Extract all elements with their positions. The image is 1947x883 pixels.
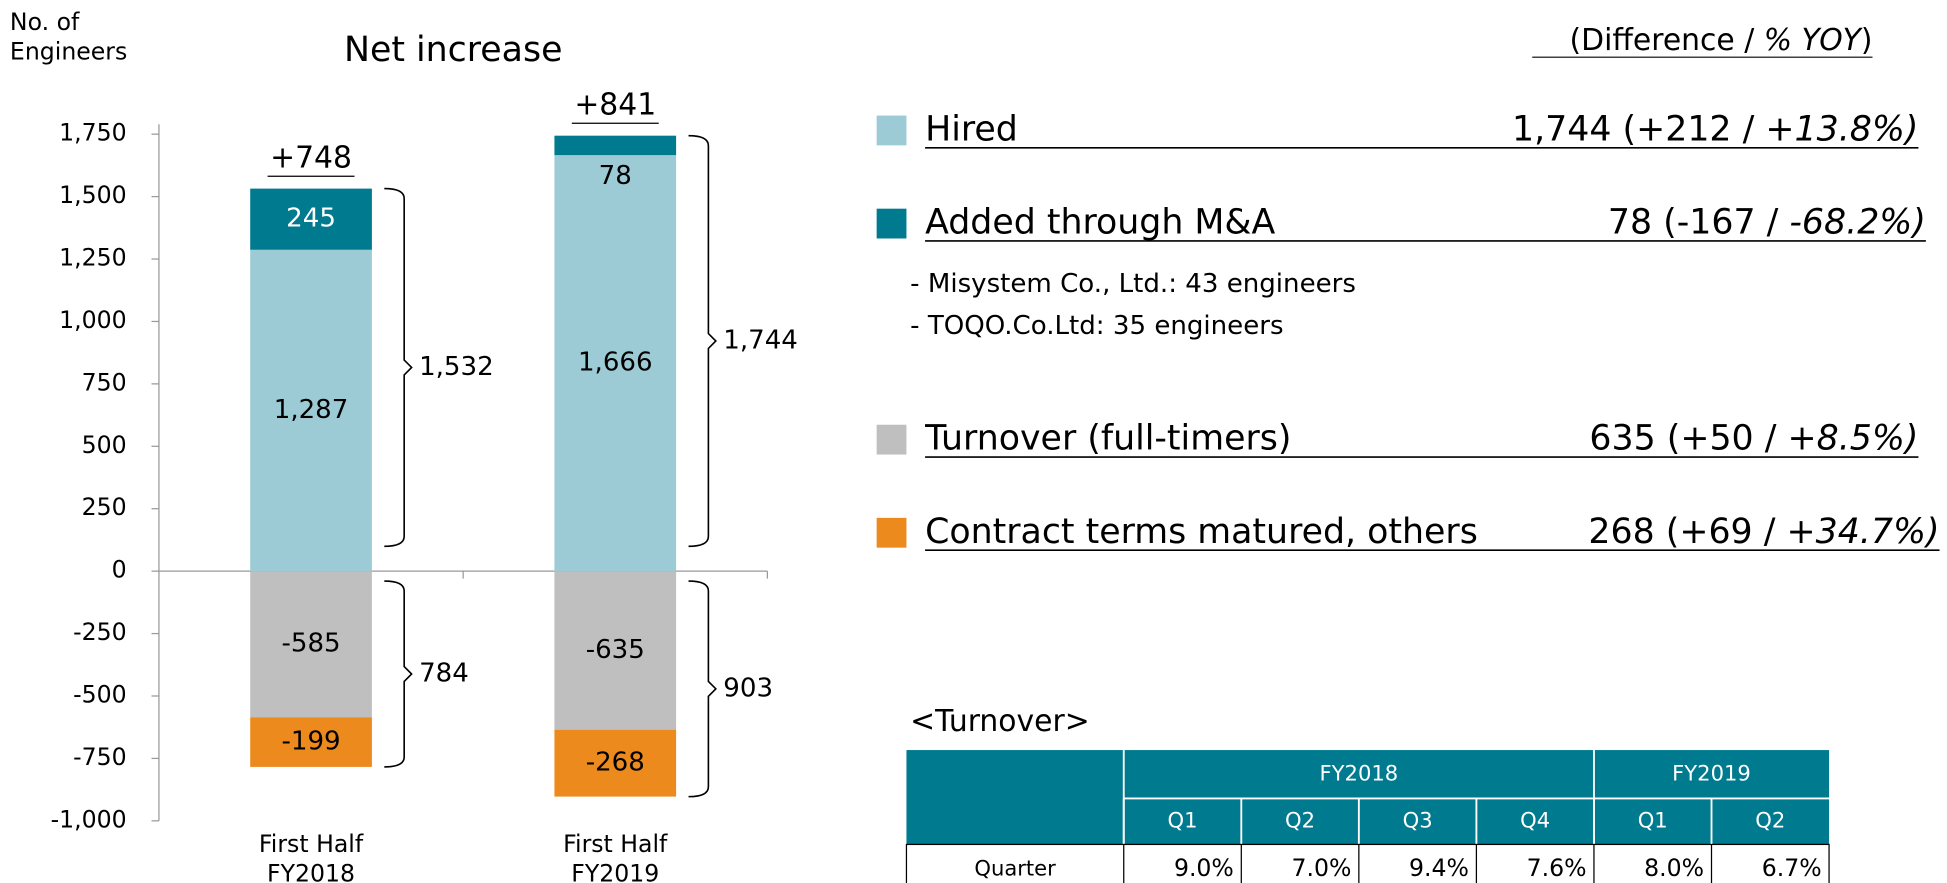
table-row-label: Quarter: [974, 855, 1056, 880]
bar-segment: [250, 188, 372, 250]
data-label: -585: [281, 629, 340, 659]
y-tick-label: -1,000: [51, 805, 127, 833]
y-tick-label: 1,750: [59, 119, 126, 147]
x-tick-label-box: First Half FY2018: [258, 830, 364, 883]
positive-bracket-label: 1,532: [419, 352, 494, 382]
data-label: 245: [286, 204, 336, 234]
legend-value-text: 635 (+50 /: [1589, 419, 1787, 459]
bar-segment: [250, 571, 372, 718]
data-label: -268: [586, 748, 645, 778]
y-tick-label: 750: [82, 368, 127, 396]
negative-bracket-label: 784: [419, 658, 469, 688]
legend-label: Added through M&A: [925, 203, 1275, 243]
bar-segment: [554, 571, 677, 730]
y-tick-label: 1,000: [59, 306, 126, 334]
bar-segment: [554, 155, 677, 572]
legend-value: 268 (+69 / +34.7%): [1588, 512, 1939, 552]
table-title: <Turnover>: [910, 704, 1090, 739]
y-tick-label: 500: [82, 431, 127, 459]
table-group: FY2019: [1672, 760, 1751, 785]
y-tick-label: -500: [73, 680, 127, 708]
y-axis-label: No. of Engineers: [9, 8, 128, 66]
legend-value-yoy: +8.5%): [1787, 419, 1918, 459]
bar-segment: [250, 249, 372, 572]
negative-bracket: [384, 580, 413, 768]
positive-bracket: [688, 134, 717, 548]
legend-label: Contract terms matured, others: [925, 512, 1478, 552]
legend-note: (Difference / % YOY): [1570, 23, 1873, 58]
data-label: 1,666: [578, 348, 653, 378]
legend-swatch: [876, 424, 907, 455]
table-cell: 9.4%: [1409, 854, 1469, 882]
table-quarter: Q2: [1755, 807, 1785, 832]
x-tick-label: First Half FY2019: [563, 830, 668, 883]
legend-value: 1,744 (+212 / +13.8%): [1512, 109, 1918, 149]
positive-bracket-label: 1,744: [723, 325, 798, 355]
table-cell: 8.0%: [1644, 854, 1704, 882]
legend-swatch: [876, 208, 907, 239]
table-group: FY2018: [1320, 760, 1399, 785]
legend-label: Hired: [925, 109, 1018, 149]
legend-note-part: ): [1861, 23, 1873, 58]
net-label: +841: [574, 87, 656, 122]
legend-value-yoy: -68.2%): [1789, 203, 1926, 243]
bar-segment: [554, 729, 677, 797]
y-tick-label: 1,500: [59, 181, 126, 209]
legend-note-part: % YOY: [1764, 23, 1864, 58]
table-row: [905, 843, 1830, 883]
y-tick-label: 250: [82, 493, 127, 521]
y-tick-label: -250: [73, 618, 127, 646]
data-label: 78: [599, 161, 632, 191]
chart-title: Net increase: [344, 30, 563, 70]
bar-segment: [250, 717, 372, 767]
legend-value-text: 1,744 (+212 /: [1512, 109, 1765, 149]
bar-segment: [554, 135, 677, 156]
legend-value-yoy: +34.7%): [1786, 512, 1939, 552]
table-quarter: Q4: [1520, 807, 1550, 832]
legend-label: Turnover (full-timers): [924, 419, 1291, 459]
negative-bracket: [688, 580, 717, 798]
legend-note-part: (Difference /: [1570, 23, 1764, 58]
table-cell: 9.0%: [1174, 854, 1234, 882]
table-header: [906, 750, 1830, 845]
positive-bracket: [384, 187, 413, 548]
x-tick-label-box: First Half FY2019: [563, 830, 668, 883]
table-quarter: Q2: [1285, 807, 1315, 832]
note: - Misystem Co., Ltd.: 43 engineers: [910, 269, 1356, 299]
net-label: +748: [270, 140, 352, 175]
table-cell: 7.0%: [1291, 854, 1351, 882]
y-tick-label: 1,250: [59, 244, 126, 272]
data-label: -635: [586, 635, 645, 665]
legend-value-text: 268 (+69 /: [1588, 512, 1786, 552]
note: - TOQO.Co.Ltd: 35 engineers: [910, 311, 1283, 341]
table-cell: 7.6%: [1527, 854, 1587, 882]
legend-value-yoy: +13.8%): [1765, 109, 1918, 149]
table-quarter: Q3: [1403, 807, 1433, 832]
y-tick-label: 0: [112, 556, 127, 584]
x-tick-label: First Half FY2018: [258, 830, 364, 883]
data-label: 1,287: [274, 395, 349, 425]
negative-bracket-label: 903: [723, 673, 773, 703]
legend-value: 635 (+50 / +8.5%): [1589, 419, 1918, 459]
legend-swatch: [876, 115, 907, 146]
table-cell: 6.7%: [1762, 854, 1822, 882]
legend-value-text: 78 (-167 /: [1608, 203, 1790, 243]
y-tick-label: -750: [73, 743, 127, 771]
y-axis-label-box: No. of Engineers: [9, 8, 128, 66]
data-label: -199: [281, 727, 340, 757]
legend-value: 78 (-167 / -68.2%): [1608, 203, 1926, 243]
table-quarter: Q1: [1168, 807, 1198, 832]
table-quarter: Q1: [1638, 807, 1668, 832]
legend-swatch: [876, 517, 907, 548]
